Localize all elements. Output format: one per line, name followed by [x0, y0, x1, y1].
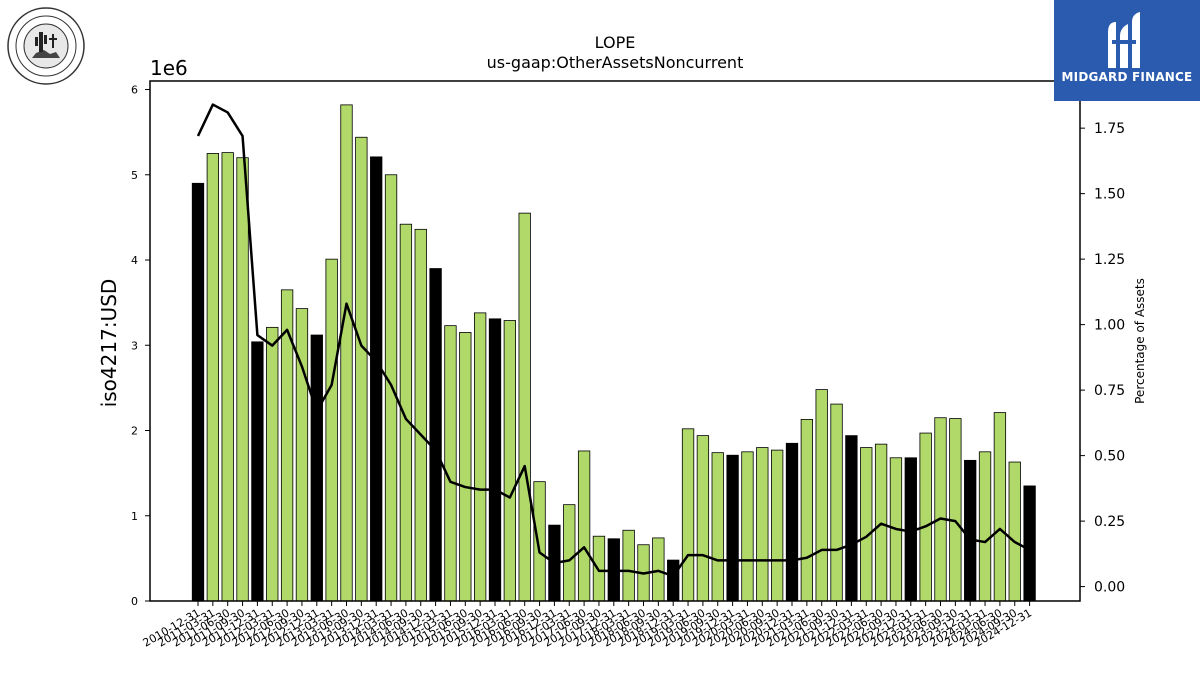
y2-tick-label: 1.00 — [1094, 318, 1125, 334]
bar-quarterly — [860, 447, 873, 602]
cactus-cross-seal-icon — [7, 7, 85, 85]
y2-tick-label: 0.75 — [1094, 383, 1125, 399]
bar-quarterly — [503, 320, 517, 602]
bar-quarterly — [622, 529, 635, 602]
y-tick-label: 5 — [131, 169, 138, 182]
y-tick-label: 1 — [131, 510, 138, 523]
bar-quarterly — [696, 435, 710, 602]
bar-quarterly — [518, 212, 531, 602]
bar-annual — [1023, 485, 1036, 602]
bar-annual — [370, 156, 383, 602]
brand-name: MIDGARD FINANCE — [1061, 70, 1193, 84]
y2-tick-label: 1.25 — [1094, 252, 1125, 268]
y-tick-label: 2 — [131, 425, 138, 438]
percent-line — [196, 103, 1031, 578]
bar-annual — [488, 318, 502, 602]
brand-logo: MIDGARD FINANCE — [1054, 0, 1200, 101]
y2-ticks: 0.00 0.25 0.50 0.75 1.00 1.25 1.50 1.75 — [1080, 121, 1125, 596]
bar-quarterly — [325, 258, 338, 602]
bar-quarterly — [919, 432, 932, 602]
bar-quarterly — [711, 452, 724, 602]
y-tick-label: 6 — [131, 84, 138, 97]
bar-quarterly — [473, 312, 487, 602]
bar-quarterly — [830, 403, 843, 602]
bar-quarterly — [533, 481, 546, 602]
y2-tick-label: 1.50 — [1094, 187, 1125, 203]
bar-quarterly — [681, 428, 695, 602]
bar-quarterly — [949, 418, 962, 602]
bar-series — [191, 104, 1036, 602]
bar-annual — [726, 454, 739, 602]
midgard-logo-icon — [1108, 12, 1140, 68]
y2-tick-label: 0.25 — [1094, 514, 1125, 530]
axes — [149, 80, 1081, 602]
y-tick-label: 3 — [131, 339, 138, 352]
y2-axis-label: Percentage of Assets — [1133, 278, 1147, 404]
bar-annual — [251, 341, 264, 602]
bar-quarterly — [577, 450, 591, 602]
bar-quarterly — [1008, 461, 1021, 602]
bar-quarterly — [206, 153, 220, 602]
bar-annual — [845, 435, 858, 602]
bar-quarterly — [652, 537, 665, 602]
bar-quarterly — [459, 332, 472, 602]
bar-quarterly — [266, 326, 279, 602]
plot-frame — [149, 80, 1081, 602]
bar-quarterly — [355, 136, 368, 602]
bar-quarterly — [978, 451, 992, 602]
y-offset-label: 1e6 — [150, 56, 188, 80]
y-tick-label: 4 — [131, 254, 138, 267]
bar-annual — [310, 334, 323, 602]
university-seal-logo — [6, 6, 86, 90]
bar-annual — [429, 268, 442, 602]
y-tick-label: 0 — [131, 595, 138, 608]
y2-tick-label: 0.50 — [1094, 449, 1125, 465]
bar-quarterly — [221, 152, 234, 602]
bar-quarterly — [295, 308, 309, 602]
bar-quarterly — [414, 228, 427, 602]
y-axis-label: iso4217:USD — [97, 279, 121, 408]
bar-quarterly — [815, 389, 828, 602]
bar-quarterly — [993, 412, 1007, 602]
bar-quarterly — [771, 449, 784, 602]
bar-quarterly — [756, 447, 769, 602]
bar-annual — [191, 182, 205, 602]
chart-title: LOPE — [595, 33, 636, 52]
bar-annual — [964, 459, 977, 602]
bar-quarterly — [444, 325, 457, 602]
bar-quarterly — [934, 417, 947, 602]
bar-quarterly — [800, 419, 813, 602]
bar-annual — [785, 442, 799, 602]
y2-tick-label: 0.00 — [1094, 580, 1125, 596]
bar-quarterly — [340, 104, 353, 602]
bar-quarterly — [741, 451, 754, 602]
percent-line-series — [196, 103, 1031, 578]
x-ticks: 2010-12-312011-03-312011-06-302011-09-30… — [141, 601, 1034, 650]
bar-quarterly — [563, 504, 576, 602]
chart-subtitle: us-gaap:OtherAssetsNoncurrent — [487, 53, 744, 72]
y-ticks: 0 1 2 3 4 5 6 — [131, 84, 150, 608]
bar-quarterly — [236, 157, 249, 602]
bar-annual — [667, 559, 680, 602]
y2-tick-label: 1.75 — [1094, 121, 1125, 137]
